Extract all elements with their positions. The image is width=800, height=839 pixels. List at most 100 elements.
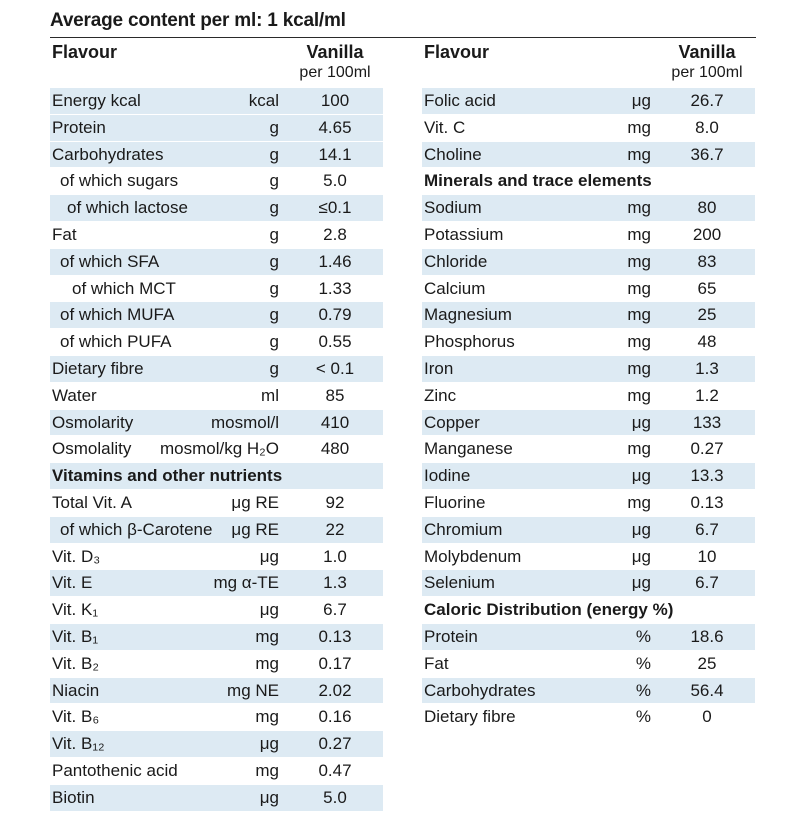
nutrient-unit: g [269, 278, 279, 298]
nutrient-value: 2.02 [318, 680, 352, 700]
table-row: Vit. B₆ mg 0.16 [50, 704, 383, 732]
nutrient-name: Vit. B₁ [52, 626, 99, 646]
section-header-row: Caloric Distribution (energy %) [422, 597, 755, 624]
nutrient-name: Fluorine [424, 492, 486, 512]
nutrient-value: 2.8 [323, 224, 347, 244]
nutrient-name: Chromium [424, 519, 503, 539]
table-row: Dietary fibre g < 0.1 [50, 355, 383, 383]
nutrient-name: Carbohydrates [52, 144, 164, 164]
nutrient-value: 410 [320, 412, 350, 432]
section-title: Vitamins and other nutrients [52, 466, 283, 486]
nutrient-value: 1.0 [323, 546, 347, 566]
right-rows: Folic acid μg 26.7 Vit. C mg 8.0 Choline mg 36.7… [422, 88, 755, 732]
right-column-header: Flavour Vanilla per 100ml [422, 40, 755, 88]
nutrient-unit: g [269, 224, 279, 244]
nutrient-name: Fat [52, 224, 77, 244]
nutrient-unit: g [269, 332, 279, 352]
nutrient-name: Osmolarity [52, 412, 134, 432]
table-row: Fat g 2.8 [50, 222, 383, 249]
nutrient-value: 4.65 [318, 117, 352, 137]
nutrient-value: 1.3 [695, 358, 719, 378]
nutrient-value: 5.0 [323, 171, 347, 191]
right-nutrition-column: Flavour Vanilla per 100ml Folic acid μg 26… [422, 40, 755, 732]
nutrient-name: Manganese [424, 439, 513, 459]
nutrient-value: 85 [325, 385, 345, 405]
table-row: Carbohydrates g 14.1 [50, 141, 383, 169]
nutrient-name: Vit. E [52, 573, 93, 593]
table-row: Vit. K₁ μg 6.7 [50, 597, 383, 624]
nutrient-name: Dietary fibre [424, 707, 516, 727]
nutrient-value: 0.13 [690, 492, 724, 512]
nutrient-name: Magnesium [424, 305, 512, 325]
nutrient-name: Selenium [424, 573, 495, 593]
table-row: Fluorine mg 0.13 [422, 490, 755, 517]
nutrient-unit: mg NE [227, 680, 279, 700]
nutrient-value: 14.1 [318, 144, 352, 164]
nutrient-unit: % [635, 626, 651, 646]
nutrient-unit: mg [627, 492, 651, 512]
nutrient-unit: μg [631, 412, 651, 432]
left-nutrition-column: Flavour Vanilla per 100ml Energy kcal kca… [50, 40, 383, 812]
table-row: Biotin μg 5.0 [50, 784, 383, 812]
table-row: Energy kcal kcal 100 [50, 88, 383, 115]
nutrient-value: 83 [697, 251, 717, 271]
nutrient-value: 0.47 [318, 760, 352, 780]
nutrient-value: 36.7 [690, 144, 724, 164]
nutrient-unit: mg [627, 224, 651, 244]
nutrient-value: 10 [697, 546, 717, 566]
table-row: Chloride mg 83 [422, 248, 755, 276]
table-row: Selenium μg 6.7 [422, 570, 755, 598]
table-row: Pantothenic acid mg 0.47 [50, 758, 383, 785]
table-row: Protein g 4.65 [50, 114, 383, 142]
nutrient-value: 92 [325, 492, 345, 512]
nutrient-name: Iodine [424, 466, 471, 486]
nutrient-unit: μg [259, 734, 279, 754]
table-row: Protein% 18.6 [422, 623, 755, 651]
table-row: Fat% 25 [422, 651, 755, 678]
nutrient-unit: mg α-TE [213, 573, 279, 593]
nutrient-value: 6.7 [323, 600, 347, 620]
nutrient-value: 22 [325, 519, 345, 539]
nutrient-unit: μg [631, 466, 651, 486]
table-row: of which MUFA g 0.79 [50, 302, 383, 330]
nutrient-unit: kcal [248, 91, 279, 110]
nutrient-value: 0.27 [318, 734, 352, 754]
left-column-header: Flavour Vanilla per 100ml [50, 40, 383, 88]
nutrient-name: Vit. D₃ [52, 546, 101, 566]
nutrient-unit: mg [627, 198, 651, 218]
table-row: Vit. B₁₂ μg 0.27 [50, 731, 383, 758]
nutrient-name: Vit. C [424, 117, 466, 137]
table-row: Iron mg 1.3 [422, 355, 755, 383]
nutrient-name: Sodium [424, 198, 482, 218]
per-unit-label: per 100ml [299, 64, 371, 81]
nutrient-value: 480 [320, 439, 350, 459]
left-rows: Energy kcal kcal 100 Protein g 4.65 Carbohydra… [50, 88, 383, 812]
table-row: Choline mg 36.7 [422, 141, 755, 169]
table-row: Copper μg 133 [422, 409, 755, 437]
nutrient-unit: % [635, 707, 651, 727]
nutrient-name: Biotin [52, 787, 95, 807]
flavour-name: Vanilla [306, 42, 364, 62]
nutrient-unit: g [269, 198, 279, 218]
nutrient-value: 1.46 [318, 251, 352, 271]
nutrient-name: Folic acid [424, 91, 496, 110]
nutrient-value: < 0.1 [315, 358, 355, 378]
table-row: Dietary fibre% 0 [422, 704, 755, 732]
nutrient-value: 0.27 [690, 439, 724, 459]
nutrient-value: 8.0 [695, 117, 719, 137]
nutrient-name: Total Vit. A [52, 492, 133, 512]
nutrient-name: Calcium [424, 278, 486, 298]
nutrient-unit: mg [627, 332, 651, 352]
nutrient-value: 1.2 [695, 385, 719, 405]
nutrient-value: 200 [692, 224, 722, 244]
table-row: Vit. C mg 8.0 [422, 115, 755, 142]
nutrient-name: Vit. K₁ [52, 600, 99, 620]
table-row: Chromium μg 6.7 [422, 516, 755, 544]
nutrient-unit: mg [627, 251, 651, 271]
nutrient-value: 6.7 [695, 519, 719, 539]
nutrient-unit: g [269, 358, 279, 378]
nutrient-unit: mg [627, 439, 651, 459]
nutrient-value: 25 [697, 305, 717, 325]
nutrient-value: 65 [697, 278, 717, 298]
nutrient-name: Energy kcal [52, 91, 141, 110]
